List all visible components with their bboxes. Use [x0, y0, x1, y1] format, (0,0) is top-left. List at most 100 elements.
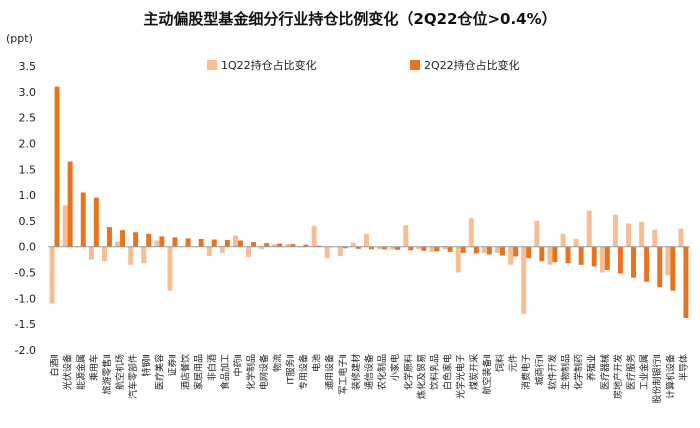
- bar-2q22: [604, 246, 610, 270]
- bar-1q22: [233, 235, 238, 247]
- x-tick-label: 航空机场: [114, 354, 126, 390]
- x-tick-label: 软件开发: [546, 354, 558, 390]
- bar-2q22: [198, 238, 204, 247]
- x-tick-label: 工业金属: [638, 354, 650, 390]
- bar-1q22: [285, 244, 291, 247]
- x-tick-label: 家居用品: [193, 354, 205, 390]
- bar-1q22: [455, 246, 461, 273]
- bar-2q22: [382, 246, 388, 250]
- bar-1q22: [390, 246, 396, 250]
- x-tick-label: 生物制品: [560, 354, 572, 390]
- bar-2q22: [434, 246, 440, 252]
- y-axis: 3.5 3.0 2.5 2.0 1.5 1.0 0.5 0.0 -0.5 -1.0 -1.5 -2.0: [15, 60, 36, 357]
- x-tick-label: 医疗服务: [625, 354, 637, 390]
- bar-2q22: [631, 246, 637, 278]
- y-tick-label: 0.0: [19, 241, 37, 254]
- bar-1q22: [272, 244, 278, 247]
- x-tick-label: 半导体: [677, 354, 689, 381]
- bar-1q22: [259, 246, 265, 250]
- x-tick-label: 中药Ⅱ: [232, 354, 244, 376]
- x-tick-label: 煤炭开采: [468, 354, 480, 390]
- bar-2q22: [120, 230, 126, 247]
- x-tick-label: 乘用车: [88, 354, 100, 381]
- bar-1q22: [429, 246, 435, 252]
- bar-1q22: [337, 246, 343, 257]
- bar-1q22: [468, 218, 474, 247]
- bar-2q22: [54, 86, 60, 247]
- bar-2q22: [277, 243, 283, 247]
- bar-2q22: [486, 246, 492, 255]
- bar-2q22: [146, 233, 152, 247]
- bar-2q22: [513, 246, 519, 257]
- bar-2q22: [473, 246, 479, 254]
- bar-1q22: [206, 246, 212, 257]
- bar-2q22: [264, 243, 270, 247]
- legend-label-2q22: 2Q22持仓占比变化: [424, 58, 520, 72]
- bar-1q22: [311, 226, 317, 247]
- bar-2q22: [290, 244, 296, 247]
- x-tick-label: 城商行Ⅱ: [533, 354, 545, 385]
- bar-2q22: [133, 232, 139, 247]
- bar-1q22: [416, 246, 422, 250]
- bar-2q22: [316, 245, 322, 247]
- x-tick-label: 光伏设备: [62, 354, 74, 390]
- bar-1q22: [377, 246, 383, 250]
- y-tick-label: 0.5: [19, 215, 37, 228]
- bar-2q22: [106, 227, 112, 247]
- y-tick-label: -1.5: [15, 318, 36, 331]
- bar-1q22: [167, 246, 173, 291]
- bar-2q22: [539, 246, 545, 262]
- bar-1q22: [101, 246, 107, 262]
- bar-2q22: [251, 242, 257, 247]
- bar-1q22: [481, 246, 487, 253]
- x-tick-label: 炼化及贸易: [415, 354, 427, 399]
- bar-2q22: [591, 246, 597, 267]
- bar-1q22: [560, 233, 566, 247]
- x-tick-label: 光学光电子: [455, 354, 467, 399]
- bar-2q22: [303, 244, 309, 247]
- bar-1q22: [626, 223, 632, 247]
- x-tick-label: 消费电子: [520, 354, 532, 390]
- bars: [49, 86, 689, 318]
- bar-2q22: [355, 246, 361, 249]
- x-tick-label: 化学制药: [573, 354, 585, 390]
- bar-2q22: [683, 246, 689, 318]
- bar-2q22: [657, 246, 663, 288]
- x-tick-label: 饮料乳品: [429, 354, 441, 390]
- legend: 1Q22持仓占比变化 2Q22持仓占比变化: [207, 58, 520, 72]
- bar-1q22: [534, 220, 540, 247]
- bar-2q22: [447, 246, 453, 252]
- x-tick-label: 特钢Ⅱ: [140, 354, 152, 376]
- bar-1q22: [350, 242, 356, 247]
- y-tick-label: 2.5: [19, 112, 37, 125]
- x-tick-label: 股份制银行Ⅱ: [651, 354, 663, 403]
- bar-1q22: [442, 246, 448, 250]
- x-tick-label: 电网设备: [258, 354, 270, 390]
- bar-1q22: [573, 238, 579, 247]
- y-tick-label: 1.5: [19, 163, 37, 176]
- x-tick-label: 农化制品: [376, 354, 388, 390]
- x-tick-label: 食品加工: [219, 354, 231, 390]
- x-tick-label: 医疗美容: [153, 354, 165, 390]
- x-tick-label: 计算机设备: [664, 354, 676, 399]
- x-tick-label: 小家电: [389, 354, 401, 381]
- bar-2q22: [565, 246, 571, 264]
- bar-2q22: [460, 246, 466, 253]
- bar-2q22: [80, 192, 86, 247]
- bar-2q22: [526, 246, 532, 259]
- bar-1q22: [678, 228, 684, 247]
- x-tick-label: 军工电子Ⅱ: [337, 354, 349, 394]
- bar-2q22: [342, 246, 348, 249]
- bar-1q22: [62, 205, 68, 247]
- bar-2q22: [552, 246, 558, 263]
- bar-1q22: [586, 210, 592, 247]
- x-tick-label: 饲料: [494, 354, 506, 372]
- x-tick-label: 房地产开发: [612, 354, 624, 399]
- bar-2q22: [578, 246, 584, 265]
- x-tick-label: 航空装备Ⅱ: [481, 354, 493, 394]
- bar-2q22: [185, 238, 191, 247]
- x-tick-label: 旅游零售Ⅱ: [101, 354, 113, 394]
- x-tick-label: 电池: [311, 354, 323, 372]
- bar-2q22: [172, 237, 178, 247]
